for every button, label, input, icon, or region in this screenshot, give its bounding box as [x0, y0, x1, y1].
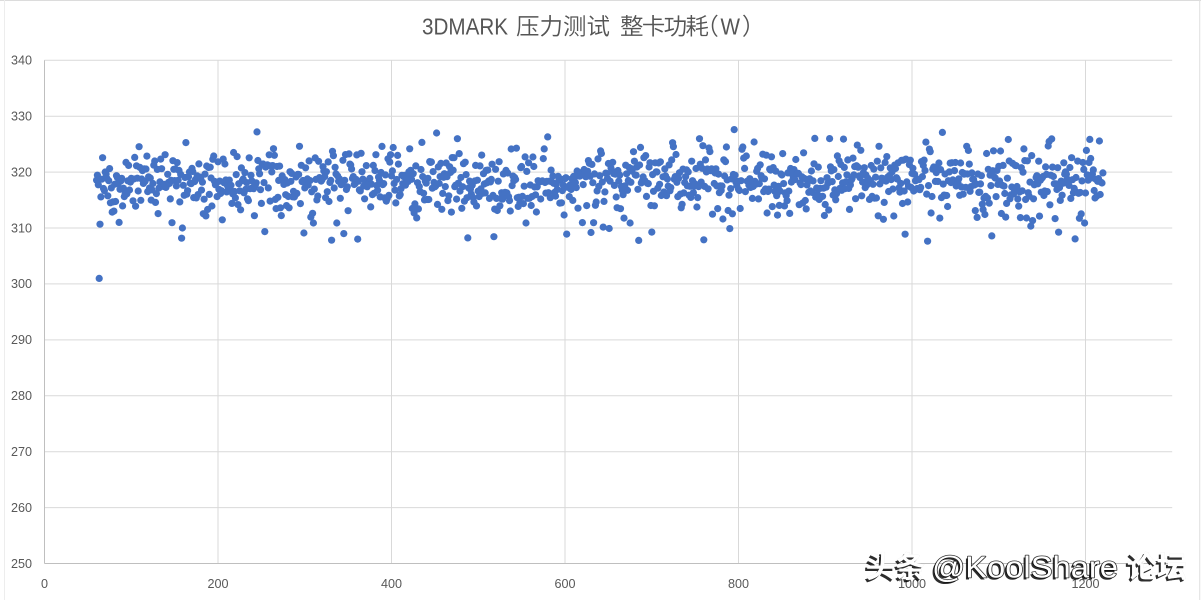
- svg-text:280: 280: [11, 389, 32, 403]
- svg-text:@KoolShare: @KoolShare: [930, 552, 1116, 587]
- svg-text:400: 400: [381, 577, 402, 591]
- svg-text:250: 250: [11, 557, 32, 571]
- svg-text:310: 310: [11, 221, 32, 235]
- svg-text:600: 600: [554, 577, 575, 591]
- svg-text:330: 330: [11, 110, 32, 124]
- svg-text:200: 200: [207, 577, 228, 591]
- svg-text:1000: 1000: [898, 577, 926, 591]
- svg-text:320: 320: [11, 165, 32, 179]
- svg-text:800: 800: [728, 577, 749, 591]
- svg-text:1200: 1200: [1071, 577, 1099, 591]
- svg-text:300: 300: [11, 277, 32, 291]
- svg-text:270: 270: [11, 445, 32, 459]
- svg-text:W: W: [721, 14, 741, 40]
- svg-text:@KoolShare: @KoolShare: [932, 550, 1118, 585]
- svg-text:290: 290: [11, 333, 32, 347]
- svg-text:0: 0: [41, 577, 48, 591]
- svg-text:3DMARK: 3DMARK: [422, 14, 509, 40]
- svg-text:340: 340: [11, 54, 32, 68]
- svg-text:260: 260: [11, 501, 32, 515]
